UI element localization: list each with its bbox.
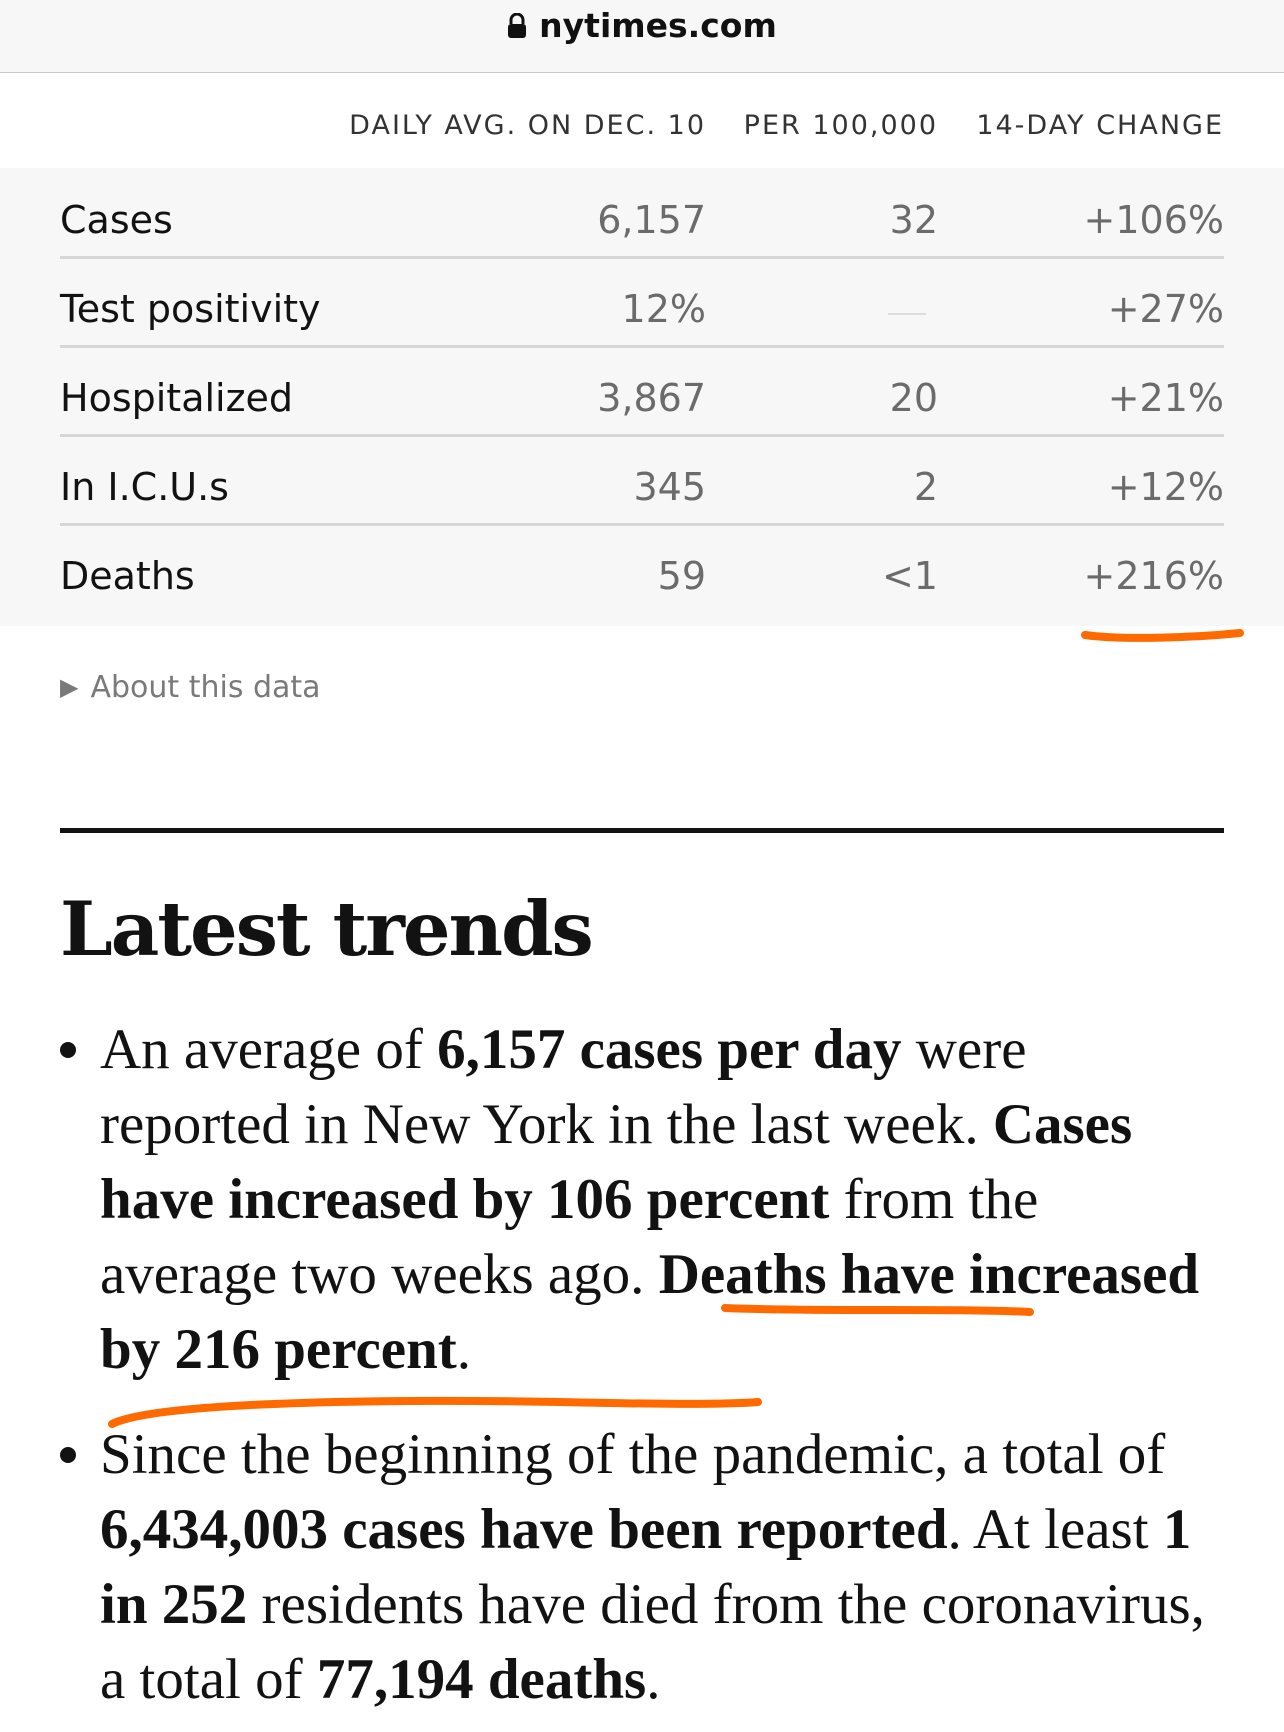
- daily-avg-value: 59: [657, 554, 706, 598]
- bullet-text: Since the beginning of the pandemic, a t…: [100, 1423, 1205, 1711]
- per-100k-value: <1: [881, 554, 938, 598]
- change-value: +21%: [1107, 376, 1224, 420]
- list-item: Since the beginning of the pandemic, a t…: [60, 1417, 1224, 1717]
- underline-deaths-change: [1081, 629, 1244, 642]
- row-label: Test positivity: [60, 287, 321, 331]
- url-display[interactable]: nytimes.com: [0, 6, 1284, 47]
- bullet-dot: [60, 1447, 76, 1463]
- column-header-14-day-change: 14-DAY CHANGE: [976, 110, 1224, 141]
- daily-avg-value: 12%: [621, 287, 706, 331]
- daily-avg-value: 6,157: [597, 198, 706, 242]
- row-label: In I.C.U.s: [60, 465, 229, 509]
- row-label: Hospitalized: [60, 376, 294, 420]
- about-this-data-toggle[interactable]: ▶ About this data: [60, 670, 321, 705]
- table-row-hospitalized: Hospitalized 3,867 20 +21%: [60, 346, 1224, 437]
- list-item: An average of 6,157 cases per day were r…: [60, 1012, 1224, 1387]
- table-row-cases: Cases 6,157 32 +106%: [60, 168, 1224, 259]
- change-value: +106%: [1083, 198, 1224, 242]
- browser-url-bar[interactable]: nytimes.com: [0, 0, 1284, 73]
- change-value: +216%: [1083, 554, 1224, 598]
- table-row-icus: In I.C.U.s 345 2 +12%: [60, 435, 1224, 526]
- daily-avg-value: 345: [633, 465, 706, 509]
- table-row-deaths: Deaths 59 <1 +216%: [60, 524, 1224, 612]
- data-table: Cases 6,157 32 +106% Test positivity 12%…: [0, 168, 1284, 626]
- about-this-data-label: About this data: [90, 670, 321, 705]
- row-label: Deaths: [60, 554, 195, 598]
- lock-icon: [507, 8, 527, 47]
- per-100k-value: 32: [889, 198, 938, 242]
- bullet-text: An average of 6,157 cases per day were r…: [100, 1018, 1200, 1381]
- change-value: +12%: [1107, 465, 1224, 509]
- url-text: nytimes.com: [539, 6, 777, 45]
- disclosure-triangle-icon: ▶: [60, 673, 79, 701]
- per-100k-value: 2: [913, 465, 938, 509]
- table-row-test-positivity: Test positivity 12% +27%: [60, 257, 1224, 348]
- row-label: Cases: [60, 198, 173, 242]
- column-header-per-100k: PER 100,000: [743, 110, 938, 141]
- trends-list: An average of 6,157 cases per day were r…: [60, 1012, 1224, 1717]
- daily-avg-value: 3,867: [597, 376, 706, 420]
- column-header-daily-avg: DAILY AVG. ON DEC. 10: [349, 110, 706, 141]
- no-data-dash: [888, 313, 926, 315]
- section-heading: Latest trends: [60, 885, 594, 973]
- bullet-dot: [60, 1042, 76, 1058]
- per-100k-value: 20: [889, 376, 938, 420]
- change-value: +27%: [1107, 287, 1224, 331]
- section-divider: [60, 828, 1224, 833]
